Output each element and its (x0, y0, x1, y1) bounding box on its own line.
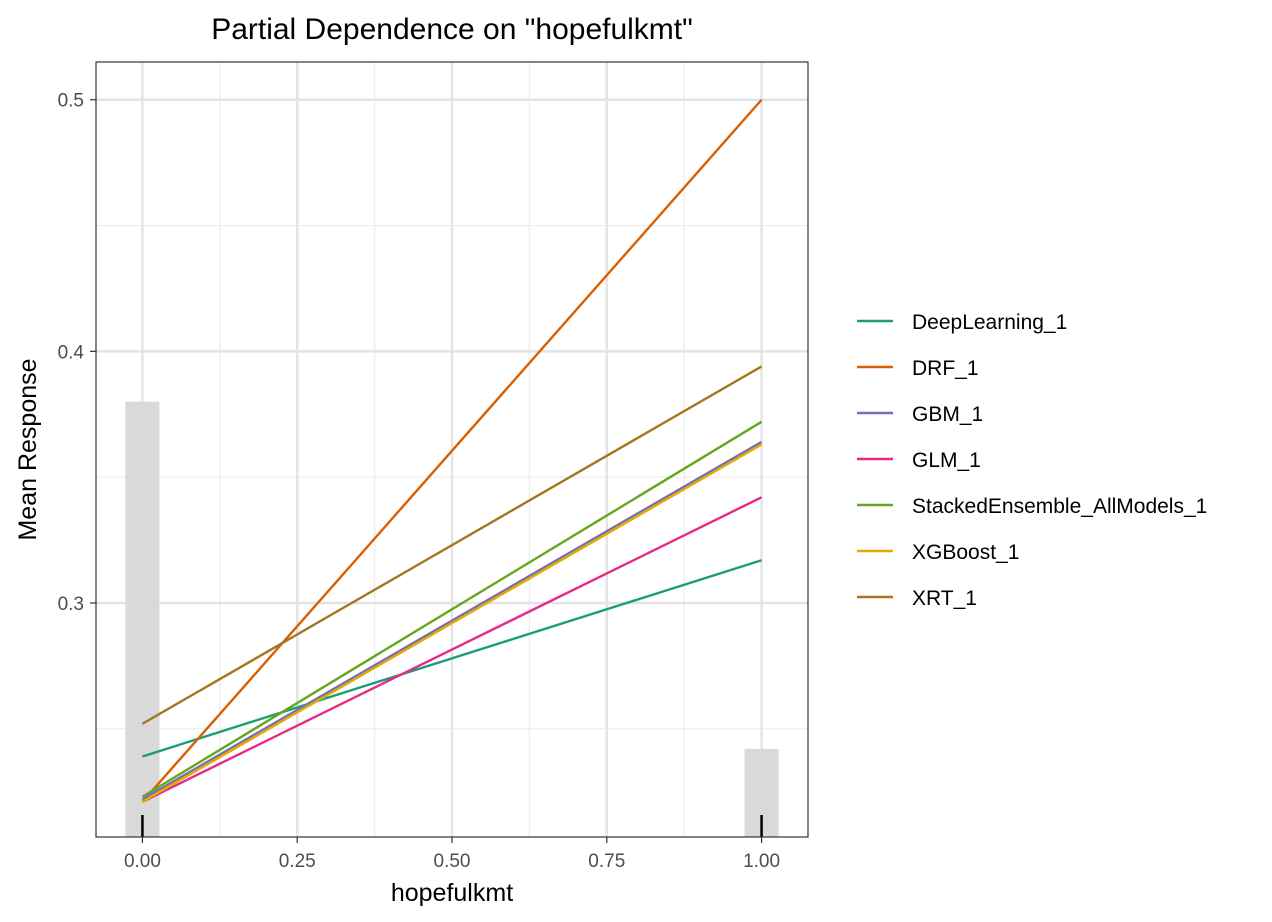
legend-label: DeepLearning_1 (912, 311, 1067, 334)
x-tick-label: 1.00 (743, 851, 780, 872)
y-tick-label: 0.5 (58, 91, 84, 112)
legend-label: XGBoost_1 (912, 541, 1019, 564)
x-tick-label: 0.75 (588, 851, 625, 872)
x-tick-label: 0.00 (124, 851, 161, 872)
series-line-DRF_1 (141, 98, 763, 803)
series-line-DeepLearning_1 (142, 559, 762, 758)
legend-label: GLM_1 (912, 449, 981, 472)
series-line-GLM_1 (141, 496, 763, 803)
chart-title: Partial Dependence on "hopefulkmt" (211, 13, 693, 46)
series-line-StackedEnsemble_AllModels_1 (141, 420, 763, 798)
x-axis-title: hopefulkmt (391, 879, 513, 907)
x-tick-label: 0.25 (279, 851, 316, 872)
x-tick-label: 0.50 (434, 851, 471, 872)
y-tick-label: 0.3 (58, 594, 84, 615)
y-tick-label: 0.4 (58, 342, 85, 363)
series-line-XGBoost_1 (141, 443, 763, 803)
legend-label: XRT_1 (912, 587, 977, 610)
legend-label: StackedEnsemble_AllModels_1 (912, 495, 1207, 518)
legend: DeepLearning_1 DRF_1 GBM_1 GLM_1 StackedEnse… (857, 311, 1207, 610)
legend-label: DRF_1 (912, 357, 979, 380)
y-axis-title: Mean Response (14, 358, 42, 540)
legend-label: GBM_1 (912, 403, 983, 426)
histogram-bar-0 (125, 401, 160, 837)
series-line-XRT_1 (141, 365, 763, 725)
series-line-GBM_1 (141, 440, 763, 801)
